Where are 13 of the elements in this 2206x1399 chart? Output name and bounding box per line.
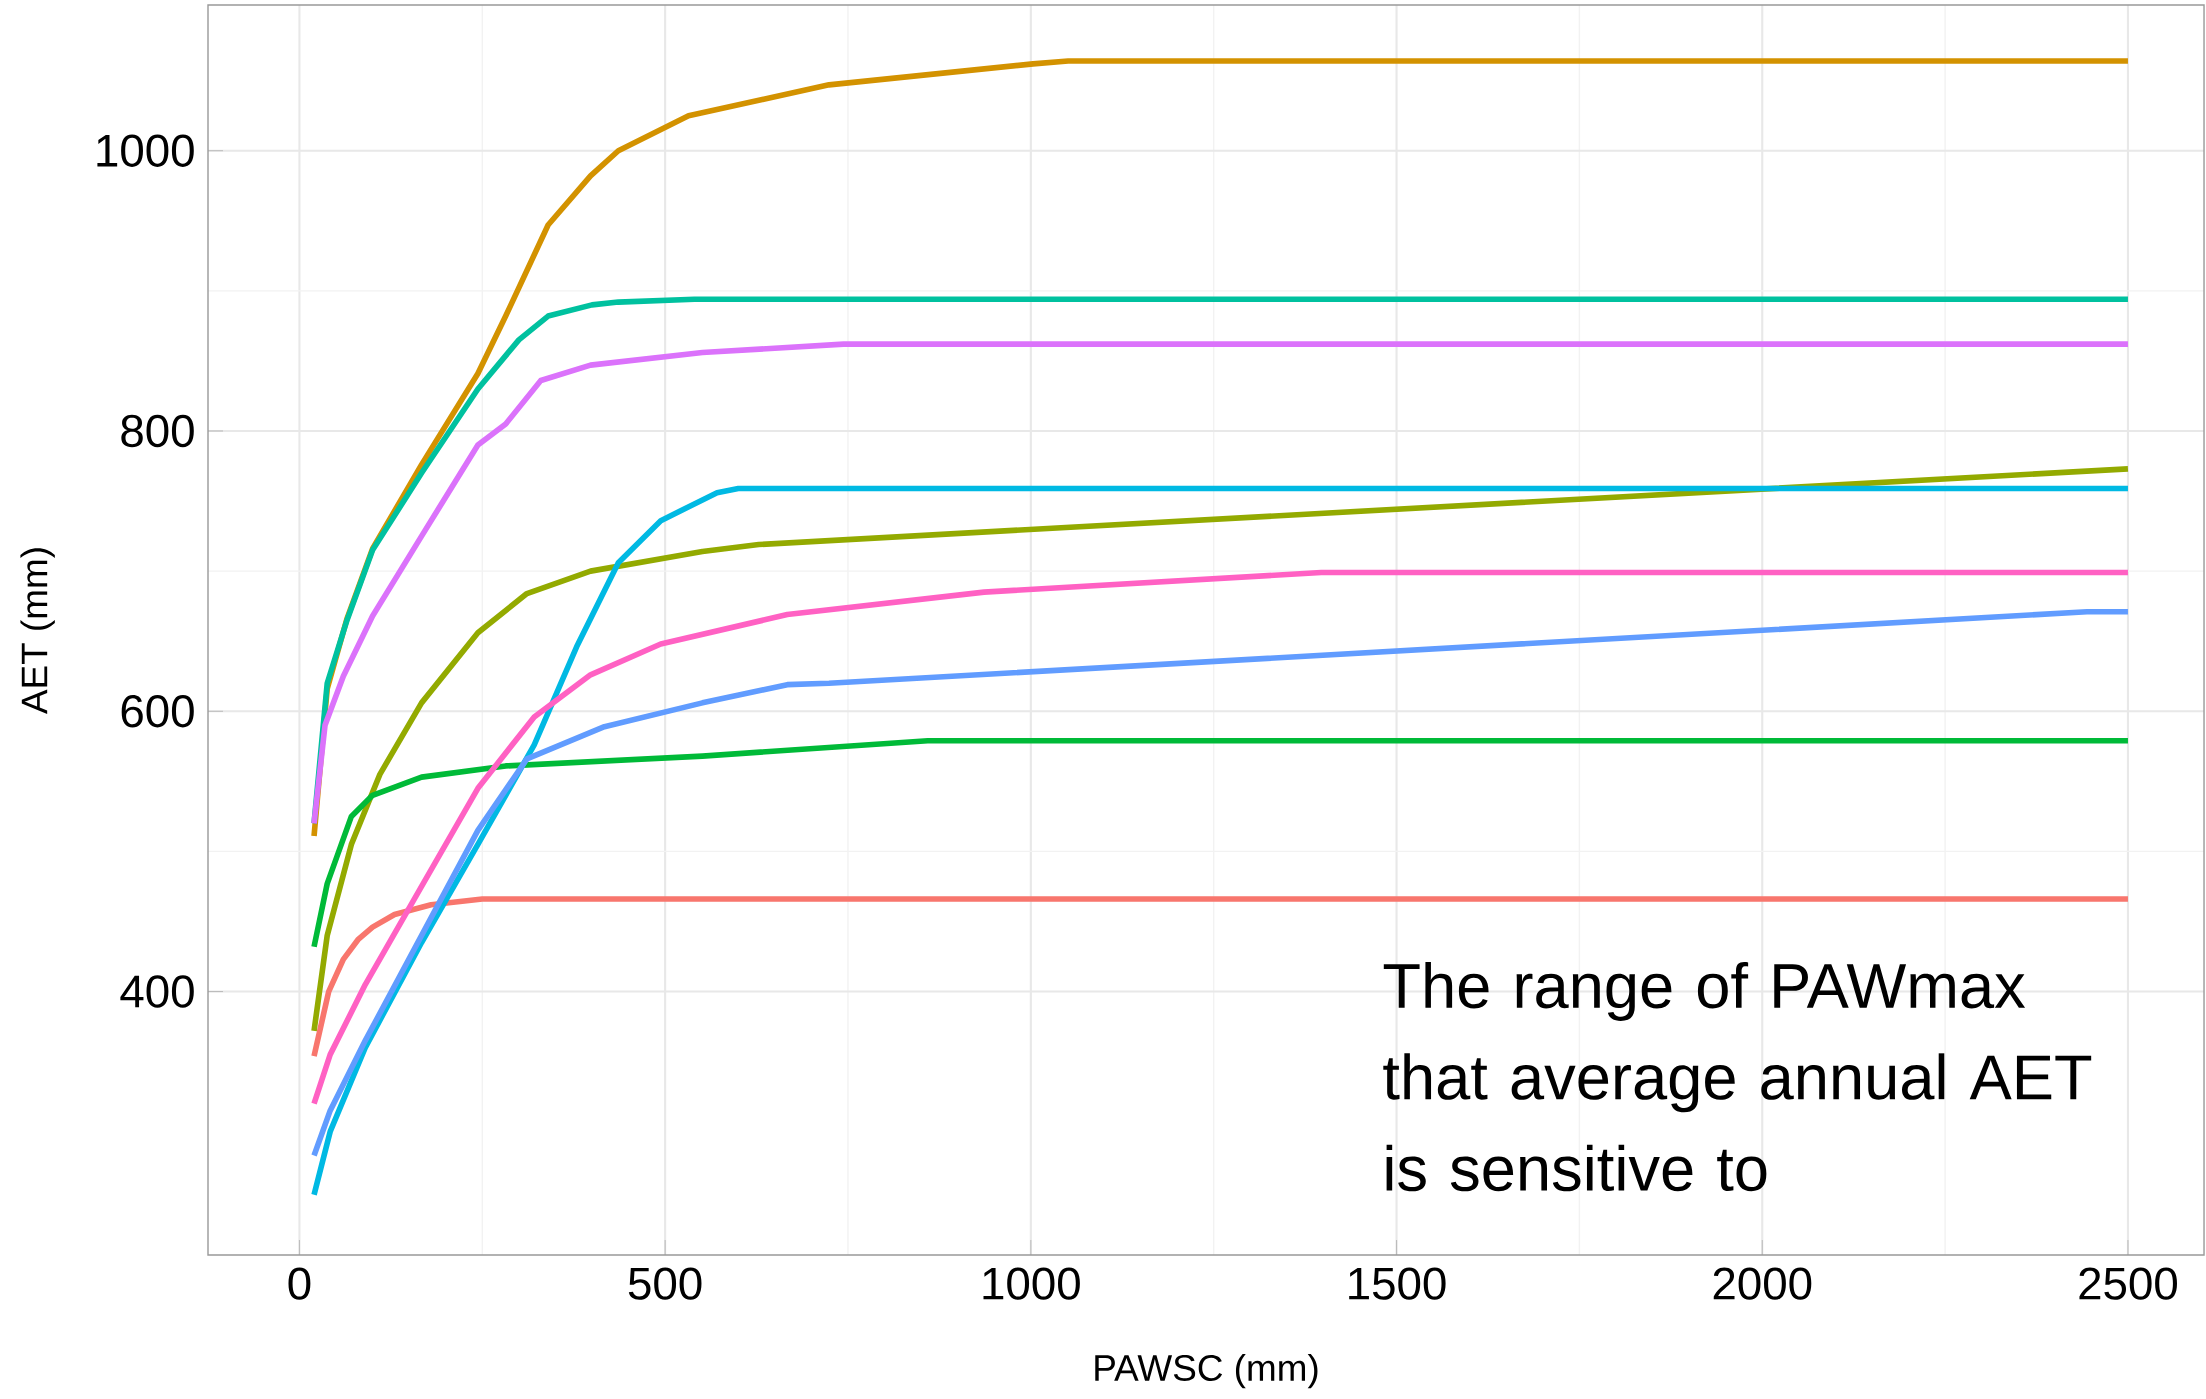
y-tick-label: 1000 [97,134,194,167]
y-tick-label: 800 [121,414,194,448]
x-axis-title: PAWSC (mm) [1095,1353,1318,1389]
x-tick-label: 2000 [1713,1267,1812,1300]
x-tick-label: 500 [628,1267,702,1300]
x-tick-label: 0 [288,1267,311,1300]
y-axis-title: AET (mm) [20,548,55,714]
y-tick-label: 600 [121,695,194,728]
annotation: The range of PAWmax that average annual AET is sensitive to [1383,961,2092,1192]
x-tick-label: 1500 [1349,1267,1446,1300]
y-tick-label: 400 [120,975,194,1008]
x-tick-label: 2500 [2079,1267,2177,1300]
x-tick-label: 1000 [983,1267,1080,1300]
